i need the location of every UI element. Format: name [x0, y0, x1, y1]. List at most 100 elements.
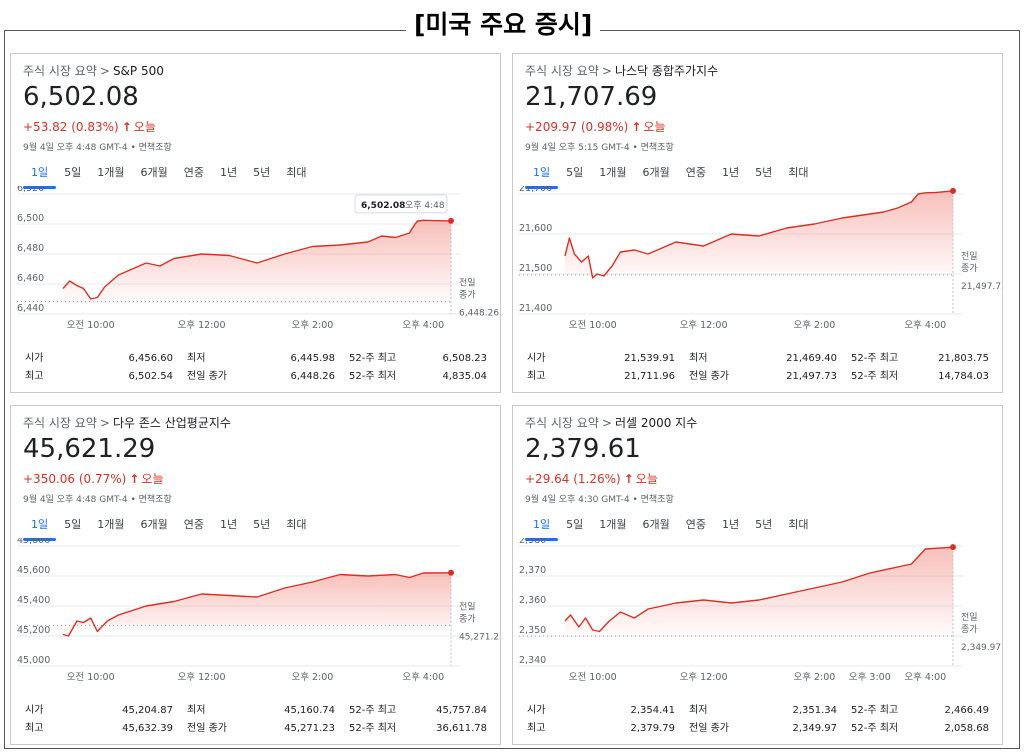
y-tick-label: 6,500	[17, 213, 44, 224]
stats-row: 최고 2,379.79 전일 종가 2,349.97 52-주 최저 2,058…	[527, 720, 989, 738]
stat-label-low: 최저	[187, 353, 206, 364]
breadcrumb-root-link[interactable]: 주식 시장 요약	[525, 64, 599, 78]
range-tab[interactable]: 최대	[788, 166, 809, 179]
y-tick-label: 21,500	[519, 263, 552, 274]
y-tick-label: 6,480	[17, 243, 44, 254]
range-tab[interactable]: 5일	[64, 518, 82, 531]
stat-label-high: 최고	[25, 723, 44, 734]
range-tab[interactable]: 5일	[566, 166, 584, 179]
range-tab[interactable]: 1년	[220, 166, 238, 179]
prev-close-value: 21,497.73	[961, 282, 1003, 292]
breadcrumb-root-link[interactable]: 주식 시장 요약	[525, 416, 599, 430]
stat-label-low52: 52-주 최저	[851, 723, 899, 734]
stats-row: 최고 21,711.96 전일 종가 21,497.73 52-주 최저 14,…	[527, 368, 989, 386]
stat-label-open: 시가	[527, 353, 546, 364]
price-area	[565, 547, 953, 637]
today-label: 오늘	[133, 120, 156, 134]
breadcrumb-root-link[interactable]: 주식 시장 요약	[23, 416, 97, 430]
breadcrumb-root-link[interactable]: 주식 시장 요약	[23, 64, 97, 78]
price-chart[interactable]: 21,400 21,500 21,600 21,700 오전 10:00 오후 12:00…	[513, 186, 1003, 344]
price-chart[interactable]: 45,000 45,200 45,400 45,600 45,800 오전 10:00 오후…	[11, 538, 501, 696]
range-tab[interactable]: 1년	[722, 518, 740, 531]
range-tab[interactable]: 6개월	[140, 166, 168, 179]
stats-row: 최고 6,502.54 전일 종가 6,448.26 52-주 최저 4,835…	[25, 368, 487, 386]
range-tab[interactable]: 6개월	[140, 518, 168, 531]
up-arrow-icon: ↑	[129, 472, 140, 486]
price-change: +350.06 (0.77%) ↑ 오늘	[23, 470, 164, 487]
y-tick-label: 45,000	[17, 655, 50, 666]
stat-label-prev-close: 전일 종가	[187, 723, 227, 734]
range-tab[interactable]: 1일	[525, 164, 559, 189]
y-tick-label: 2,380	[519, 538, 546, 546]
range-tab[interactable]: 1개월	[97, 518, 125, 531]
prev-close-label: 전일	[961, 251, 978, 262]
price-chart[interactable]: 2,340 2,350 2,360 2,370 2,380 오전 10:00 오후 12:0…	[513, 538, 1003, 696]
range-tab[interactable]: 5일	[64, 166, 82, 179]
range-tab[interactable]: 5일	[566, 518, 584, 531]
stats-table: 시가 45,204.87 최저 45,160.74 52-주 최고 45,757…	[25, 702, 487, 738]
index-card-dow-jones: 주식 시장 요약 > 다우 존스 산업평균지수 45,621.29 +350.06 …	[10, 405, 501, 745]
prev-close-label: 전일	[459, 278, 476, 289]
range-tab[interactable]: 연중	[183, 518, 204, 531]
x-tick-label: 오후 4:00	[904, 320, 946, 331]
range-tab[interactable]: 최대	[286, 518, 307, 531]
prev-close-value: 2,349.97	[961, 643, 1001, 653]
y-tick-label: 2,350	[519, 625, 546, 636]
range-tab[interactable]: 연중	[183, 166, 204, 179]
range-tab[interactable]: 5년	[253, 518, 271, 531]
index-name: 러셀 2000 지수	[614, 416, 698, 430]
range-tab[interactable]: 1년	[722, 166, 740, 179]
stat-low: 45,160.74	[284, 705, 335, 716]
range-tab[interactable]: 1년	[220, 518, 238, 531]
stat-open: 2,354.41	[630, 705, 675, 716]
price-area	[565, 190, 953, 278]
range-tab[interactable]: 6개월	[642, 518, 670, 531]
range-tab[interactable]: 1일	[23, 164, 57, 189]
price-line	[564, 546, 954, 633]
range-tab[interactable]: 6개월	[642, 166, 670, 179]
today-label: 오늘	[643, 120, 666, 134]
price-chart[interactable]: 6,440 6,460 6,480 6,500 6,520 오전 10:00 오후 12:0…	[11, 186, 501, 344]
breadcrumb: 주식 시장 요약 > S&P 500	[23, 62, 164, 79]
range-tab[interactable]: 연중	[685, 166, 706, 179]
y-tick-label: 21,600	[519, 223, 552, 234]
breadcrumb-separator: >	[99, 416, 110, 430]
range-tab[interactable]: 5년	[755, 166, 773, 179]
stat-label-high52: 52-주 최고	[349, 353, 397, 364]
y-tick-label: 21,700	[519, 186, 552, 194]
x-tick-label: 오전 10:00	[569, 672, 617, 683]
range-tab[interactable]: 1개월	[599, 166, 627, 179]
y-tick-label: 2,360	[519, 595, 546, 606]
today-label: 오늘	[635, 472, 658, 486]
x-tick-label: 오후 4:00	[402, 672, 444, 683]
x-tick-label: 오후 4:00	[402, 320, 444, 331]
breadcrumb-separator: >	[99, 64, 110, 78]
stat-prev-close: 45,271.23	[284, 723, 335, 734]
range-tabs: 1일 5일 1개월 6개월 연중 1년 5년 최대	[23, 516, 315, 541]
stat-prev-close: 21,497.73	[786, 371, 837, 382]
current-price: 21,707.69	[525, 82, 658, 112]
price-line	[564, 190, 954, 279]
range-tab[interactable]: 연중	[685, 518, 706, 531]
range-tab[interactable]: 1일	[525, 516, 559, 541]
range-tab[interactable]: 최대	[286, 166, 307, 179]
breadcrumb-separator: >	[601, 416, 612, 430]
range-tab[interactable]: 5년	[755, 518, 773, 531]
range-tab[interactable]: 1개월	[97, 166, 125, 179]
range-tab[interactable]: 최대	[788, 518, 809, 531]
y-tick-label: 45,400	[17, 595, 50, 606]
price-area	[63, 572, 451, 636]
stats-row: 시가 21,539.91 최저 21,469.40 52-주 최고 21,803…	[527, 350, 989, 368]
change-value: +29.64 (1.26%)	[525, 472, 621, 486]
range-tab[interactable]: 5년	[253, 166, 271, 179]
stat-label-low: 최저	[689, 705, 708, 716]
range-tab[interactable]: 1일	[23, 516, 57, 541]
stat-prev-close: 2,349.97	[792, 723, 837, 734]
x-tick-label: 오후 12:00	[680, 320, 728, 331]
stat-label-high: 최고	[25, 371, 44, 382]
stat-low: 6,445.98	[290, 353, 335, 364]
last-point-dot	[448, 569, 454, 576]
prev-close-value: 45,271.23	[459, 632, 501, 642]
range-tab[interactable]: 1개월	[599, 518, 627, 531]
stat-low52: 4,835.04	[442, 371, 487, 382]
